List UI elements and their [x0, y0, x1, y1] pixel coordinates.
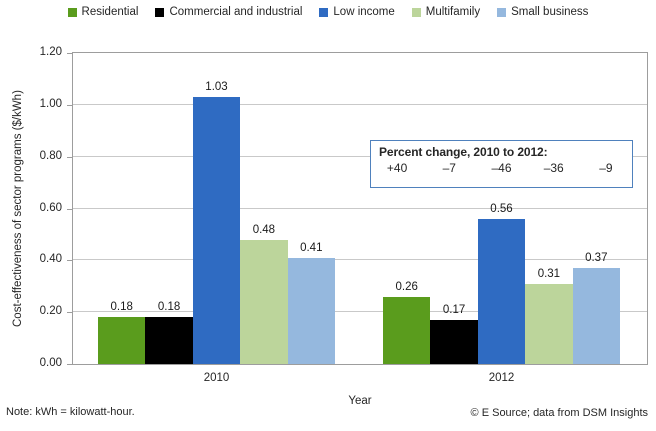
y-tick-mark: [67, 104, 72, 106]
bar-commercial-and-industrial-2010: [145, 317, 193, 364]
bar-multifamily-2010: [240, 239, 288, 364]
y-tick-mark: [67, 156, 72, 158]
gridline: [73, 155, 647, 157]
y-tick-mark: [67, 312, 72, 314]
bar-value-label: 0.18: [157, 301, 181, 314]
legend-swatch-icon: [67, 7, 77, 17]
legend-label: Small business: [511, 6, 589, 18]
legend: Residential Commercial and industrial Low …: [0, 6, 656, 18]
gridline: [73, 259, 647, 261]
legend-swatch-icon: [411, 7, 421, 17]
plot-area: 0.18 0.26 0.18 0.17 1.03 0.56 0.48 0.31 0.41 0.37: [72, 52, 648, 365]
legend-label: Residential: [81, 6, 139, 18]
percent-change-value-commercial: –7: [442, 161, 456, 175]
legend-item-multifamily: Multifamily: [411, 6, 481, 18]
percent-change-value-multifamily: –36: [543, 161, 564, 175]
legend-swatch-icon: [155, 7, 165, 17]
y-tick-label: 0.40: [39, 253, 62, 266]
gridline: [73, 207, 647, 209]
x-tick-label-2012: 2012: [488, 372, 515, 384]
bar-value-label: 0.17: [442, 303, 466, 316]
legend-item-low-income: Low income: [319, 6, 395, 18]
bar-commercial-and-industrial-2012: [430, 319, 478, 364]
legend-label: Multifamily: [425, 6, 481, 18]
percent-change-value-residential: +40: [386, 161, 408, 175]
y-tick-mark: [67, 208, 72, 210]
bar-value-label: 0.18: [110, 301, 133, 314]
bar-value-label: 0.48: [252, 223, 276, 236]
y-tick-label: 1.00: [39, 97, 62, 110]
bar-value-label: 0.56: [490, 202, 513, 215]
bar-residential-2012: [383, 296, 431, 364]
legend-swatch-icon: [497, 7, 507, 17]
y-tick-mark: [67, 260, 72, 262]
gridline: [73, 311, 647, 313]
gridline: [73, 103, 647, 105]
legend-label: Commercial and industrial: [169, 6, 303, 18]
bar-value-label: 1.03: [205, 81, 228, 94]
bar-residential-2010: [98, 317, 146, 364]
footnote: Note: kWh = kilowatt-hour.: [6, 406, 135, 418]
bar-value-label: 0.41: [300, 241, 323, 254]
percent-change-value-low-income: –46: [491, 161, 512, 175]
bar-small-business-2012: [572, 268, 620, 364]
bar-value-label: 0.37: [585, 252, 608, 265]
source-credit: © E Source; data from DSM Insights: [470, 407, 648, 419]
bar-small-business-2010: [287, 257, 335, 364]
legend-swatch-icon: [319, 7, 329, 17]
bar-multifamily-2012: [525, 283, 573, 364]
legend-item-small-business: Small business: [497, 6, 588, 18]
y-tick-label: 1.20: [39, 46, 62, 58]
x-tick-label-2010: 2010: [203, 372, 230, 384]
y-tick-label: 0.00: [39, 357, 62, 369]
bar-low-income-2012: [477, 218, 526, 364]
legend-label: Low income: [333, 6, 395, 18]
bar-low-income-2010: [192, 97, 241, 364]
x-axis-title: Year: [348, 395, 372, 407]
percent-change-value-small-business: –9: [599, 161, 613, 175]
y-tick-mark: [67, 364, 72, 365]
y-tick-mark: [67, 53, 72, 54]
y-tick-label: 0.20: [39, 305, 62, 318]
y-tick-label: 0.80: [39, 149, 62, 162]
percent-change-box: Percent change, 2010 to 2012: +40 –7 –46…: [370, 140, 633, 188]
legend-item-commercial-and-industrial: Commercial and industrial: [155, 6, 302, 18]
bar-value-label: 0.26: [395, 280, 418, 293]
percent-change-values: +40 –7 –46 –36 –9: [371, 161, 632, 175]
y-tick-label: 0.60: [39, 201, 62, 214]
percent-change-title: Percent change, 2010 to 2012:: [379, 145, 548, 159]
legend-item-residential: Residential: [67, 6, 139, 18]
bar-value-label: 0.31: [537, 267, 561, 280]
